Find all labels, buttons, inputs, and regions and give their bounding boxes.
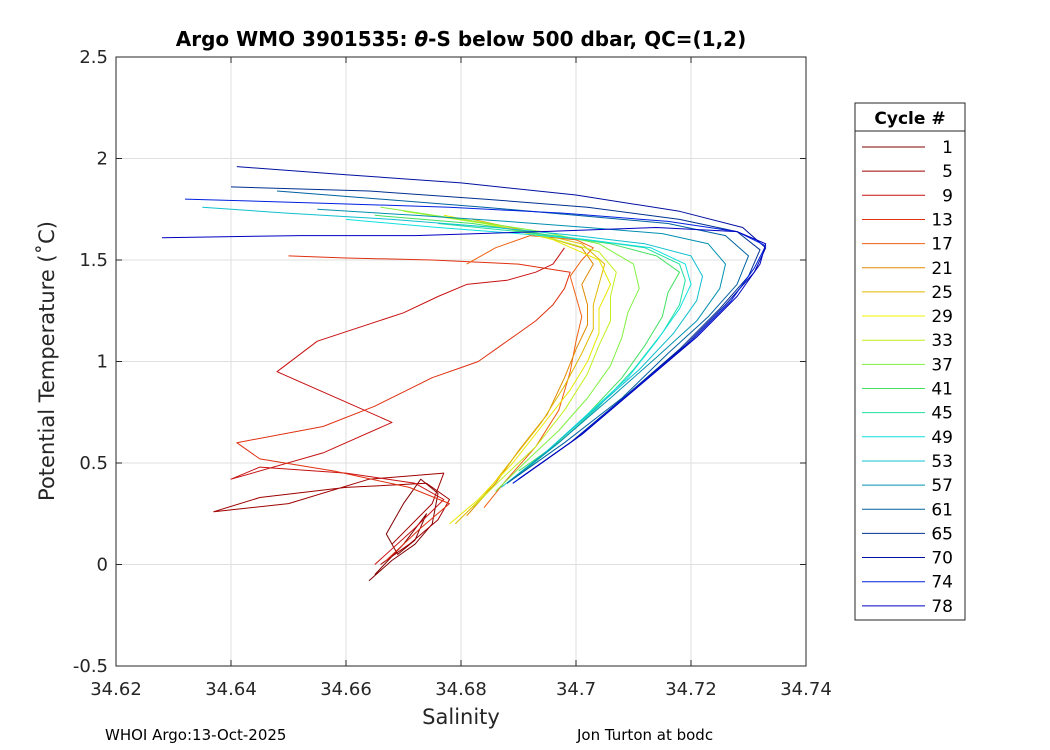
legend-label-cycle-70: 70 xyxy=(931,549,953,569)
series-line-cycle-53 xyxy=(202,206,703,488)
legend-label-cycle-13: 13 xyxy=(931,210,953,230)
legend-label-cycle-41: 41 xyxy=(931,380,953,400)
series-line-cycle-49 xyxy=(345,218,692,484)
series-line-cycle-74 xyxy=(184,198,767,484)
series-line-cycle-25 xyxy=(454,218,606,525)
series-group xyxy=(161,166,767,582)
y-tick-label: 1.5 xyxy=(79,250,108,271)
legend-label-cycle-37: 37 xyxy=(931,355,953,375)
legend-label-cycle-25: 25 xyxy=(931,283,953,303)
legend-label-cycle-9: 9 xyxy=(942,186,953,206)
series-line-cycle-65 xyxy=(230,186,761,484)
series-line-cycle-5 xyxy=(213,472,450,565)
legend-label-cycle-53: 53 xyxy=(931,452,953,472)
y-tick-label: 0.5 xyxy=(79,453,108,474)
legend-entries: 1 5 9 13 17 21 25 29 33 37 41 45 49 53 57 61 65 70 74 78 xyxy=(862,138,953,617)
legend: Cycle # 1 5 9 13 17 21 25 29 33 37 41 45 49 53 57 61 65 7… xyxy=(854,102,966,621)
x-tick-label: 34.64 xyxy=(205,679,257,700)
x-tick-label: 34.66 xyxy=(320,679,372,700)
y-ticks: -0.5 0 0.5 1 1.5 2 2.5 xyxy=(73,47,806,677)
legend-label-cycle-78: 78 xyxy=(931,597,953,617)
x-tick-label: 34.72 xyxy=(665,679,717,700)
chart-title: Argo WMO 3901535: θ-S below 500 dbar, QC… xyxy=(176,27,746,51)
legend-label-cycle-5: 5 xyxy=(942,162,953,182)
y-tick-label: 2.5 xyxy=(79,47,108,68)
footer-author: Jon Turton at bodc xyxy=(577,726,714,744)
x-ticks: 34.62 34.64 34.66 34.68 34.7 34.72 34.74 xyxy=(90,57,832,700)
legend-label-cycle-61: 61 xyxy=(931,500,953,520)
legend-label-cycle-33: 33 xyxy=(931,331,953,351)
y-tick-label: 2 xyxy=(97,149,108,170)
legend-label-cycle-49: 49 xyxy=(931,428,953,448)
plot-area: 34.62 34.64 34.66 34.68 34.7 34.72 34.74 -0.5 0… xyxy=(73,47,832,700)
x-tick-label: 34.62 xyxy=(90,679,142,700)
x-axis-label: Salinity xyxy=(422,705,500,729)
legend-label-cycle-17: 17 xyxy=(931,235,953,255)
y-tick-label: -0.5 xyxy=(73,656,108,677)
series-line-cycle-1 xyxy=(368,478,439,582)
legend-label-cycle-29: 29 xyxy=(931,307,953,327)
legend-label-cycle-65: 65 xyxy=(931,524,953,544)
series-line-cycle-57 xyxy=(317,208,726,484)
legend-label-cycle-74: 74 xyxy=(931,573,953,593)
y-tick-label: 1 xyxy=(97,352,108,373)
legend-label-cycle-45: 45 xyxy=(931,404,953,424)
x-tick-label: 34.74 xyxy=(780,679,832,700)
x-tick-label: 34.7 xyxy=(556,679,596,700)
series-line-cycle-78 xyxy=(161,227,767,480)
series-line-cycle-61 xyxy=(276,190,749,484)
legend-label-cycle-57: 57 xyxy=(931,476,953,496)
series-line-cycle-29 xyxy=(443,214,611,525)
series-line-cycle-13 xyxy=(236,255,571,561)
x-tick-label: 34.68 xyxy=(435,679,487,700)
series-line-cycle-21 xyxy=(466,225,594,517)
legend-title: Cycle # xyxy=(874,109,945,129)
legend-label-cycle-21: 21 xyxy=(931,259,953,279)
footer-credit-date: WHOI Argo:13-Oct-2025 xyxy=(105,726,287,744)
legend-label-cycle-1: 1 xyxy=(942,138,953,158)
y-axis-label: Potential Temperature (˚C) xyxy=(35,221,59,501)
series-line-cycle-9 xyxy=(230,247,565,565)
y-tick-label: 0 xyxy=(97,555,108,576)
